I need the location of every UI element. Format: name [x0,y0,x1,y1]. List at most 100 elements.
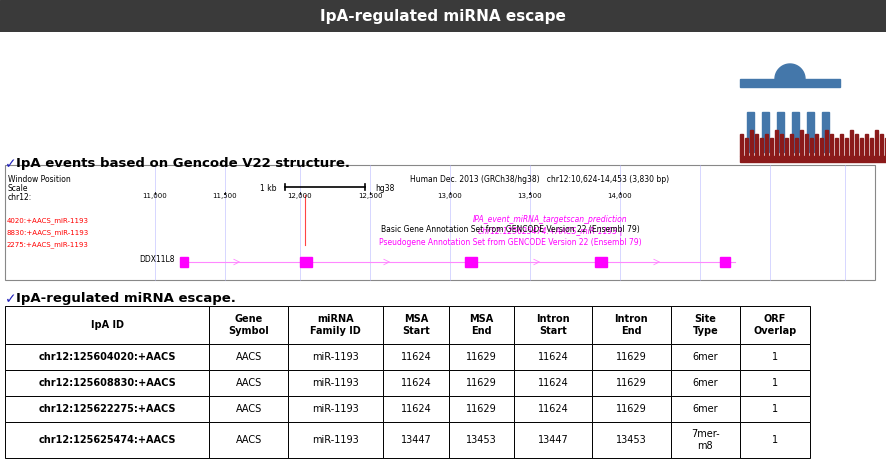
Text: 2275:+AACS_miR-1193: 2275:+AACS_miR-1193 [7,241,89,248]
Text: 1: 1 [772,435,778,445]
Bar [514,344,592,370]
Text: 11,000: 11,000 [143,193,167,199]
Bar [741,134,743,156]
Bar [820,138,823,156]
Text: MSA
Start: MSA Start [402,314,430,336]
Text: Intron
Start: Intron Start [536,314,570,336]
Text: miRNA
Family ID: miRNA Family ID [310,314,361,336]
Bar [740,344,810,370]
Text: 7mer-
m8: 7mer- m8 [691,429,719,451]
Text: Window Position: Window Position [8,175,71,184]
Bar [781,134,783,156]
Bar [300,257,312,267]
Text: Intron
End: Intron End [615,314,649,336]
Text: 13447: 13447 [538,435,569,445]
Bar [671,422,740,458]
Text: ✓: ✓ [5,157,17,171]
Text: 8830:+AACS_miR-1193: 8830:+AACS_miR-1193 [7,229,89,236]
Text: ✓: ✓ [5,292,17,306]
Bar [875,130,879,156]
Text: 11629: 11629 [616,378,647,388]
Bar [740,422,810,458]
Bar [790,134,794,156]
Text: 11624: 11624 [400,352,431,362]
Bar [448,306,514,344]
Bar [841,134,843,156]
Text: Site
Type: Site Type [693,314,719,336]
Text: 11624: 11624 [400,378,431,388]
Bar [762,112,769,152]
Text: IpA ID: IpA ID [90,320,124,330]
Text: 11629: 11629 [466,404,497,414]
Text: Human Dec. 2013 (GRCh38/hg38)   chr12:10,624-14,453 (3,830 bp): Human Dec. 2013 (GRCh38/hg38) chr12:10,6… [410,175,670,184]
Bar [514,422,592,458]
Text: IPA_event_miRNA_targetscan_prediction: IPA_event_miRNA_targetscan_prediction [473,215,627,224]
Text: miR-1193: miR-1193 [312,435,359,445]
Text: AACS: AACS [236,378,261,388]
Text: 13453: 13453 [616,435,647,445]
Text: 13,500: 13,500 [517,193,542,199]
Bar [826,130,828,156]
Bar [807,112,814,152]
Text: 11629: 11629 [466,352,497,362]
Text: Scale: Scale [8,184,28,193]
Text: 14,000: 14,000 [608,193,633,199]
Text: AACS: AACS [236,404,261,414]
Bar [671,370,740,396]
Bar [5,370,209,396]
Text: ORF
Overlap: ORF Overlap [753,314,797,336]
Bar [747,112,754,152]
Bar [5,165,875,280]
Text: 1: 1 [772,352,778,362]
Text: 4020:+AACS_miR-1193: 4020:+AACS_miR-1193 [7,217,89,224]
Bar [866,134,868,156]
Text: chr12:: chr12: [8,193,32,202]
Text: miR-1193: miR-1193 [312,352,359,362]
Bar [5,396,209,422]
Bar [592,344,671,370]
Text: 6mer: 6mer [693,404,719,414]
Bar [209,396,288,422]
Bar [384,396,448,422]
Bar [771,138,773,156]
Bar [5,344,209,370]
Bar [384,344,448,370]
Text: 13447: 13447 [400,435,431,445]
Text: 12,000: 12,000 [288,193,312,199]
Text: 1: 1 [772,378,778,388]
Text: 6mer: 6mer [693,378,719,388]
Bar [288,422,384,458]
Bar [740,306,810,344]
Text: 11,500: 11,500 [213,193,237,199]
Text: IpA events based on Gencode V22 structure.: IpA events based on Gencode V22 structur… [16,157,350,170]
Text: 6mer: 6mer [693,352,719,362]
Bar [851,130,853,156]
Bar [740,156,886,162]
Bar [5,422,209,458]
Text: Pseudogene Annotation Set from GENCODE Version 22 (Ensembl 79): Pseudogene Annotation Set from GENCODE V… [378,238,641,247]
Bar [384,306,448,344]
Bar [180,257,188,267]
Text: DDX11L8: DDX11L8 [139,255,175,264]
Polygon shape [775,64,805,79]
Bar [671,306,740,344]
Bar [760,138,764,156]
Bar [777,112,784,152]
Bar [514,370,592,396]
Text: chr12:125622275:+AACS: chr12:125622275:+AACS [38,404,176,414]
Bar [720,257,730,267]
Bar [800,130,804,156]
Bar [815,134,819,156]
Bar [745,138,749,156]
Text: 1: 1 [772,404,778,414]
Bar [775,130,779,156]
Bar [811,138,813,156]
Text: chr12:125608830:+AACS: chr12:125608830:+AACS [38,378,176,388]
Text: IpA-regulated miRNA escape.: IpA-regulated miRNA escape. [16,292,236,305]
Bar [288,306,384,344]
Bar [448,344,514,370]
Text: AACS: AACS [236,435,261,445]
Bar [465,257,477,267]
Text: 1 kb: 1 kb [260,184,276,193]
Text: miR-1193: miR-1193 [312,404,359,414]
